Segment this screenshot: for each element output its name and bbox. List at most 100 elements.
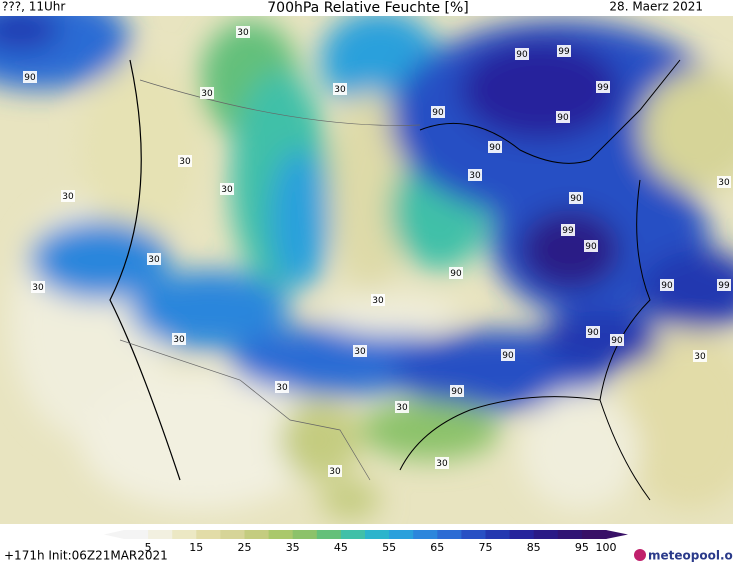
- contour-label: 30: [436, 459, 448, 469]
- contour-label: 90: [661, 281, 673, 291]
- contour-label: 30: [221, 185, 233, 195]
- contour-label: 30: [372, 296, 384, 306]
- colorbar-segment: [413, 530, 438, 539]
- contour-label: 30: [354, 347, 366, 357]
- colorbar-segment: [268, 530, 294, 539]
- border: [139, 79, 421, 126]
- colorbar-tick-label: 25: [238, 541, 252, 554]
- contour-label-box: [501, 349, 515, 361]
- colorbar-tick-label: 85: [527, 541, 541, 554]
- colorbar-segment: [220, 530, 245, 539]
- colorbar-segment: [389, 530, 414, 539]
- contour-label-box: [172, 333, 186, 345]
- colorbar-tick-label: 35: [286, 541, 300, 554]
- logo-icon: [634, 549, 646, 561]
- colorbar-segment: [244, 530, 270, 539]
- colorbar-segment: [148, 530, 173, 539]
- contour-label: 30: [173, 335, 185, 345]
- contour-label: 30: [201, 89, 213, 99]
- logo: meteopool.org: [648, 549, 733, 563]
- contour-label-box: [556, 111, 570, 123]
- contour-label-box: [435, 457, 449, 469]
- header-right: 28. Maerz 2021: [609, 0, 703, 14]
- colorbar-tick-label: 15: [189, 541, 203, 554]
- contour-label-box: [717, 279, 731, 291]
- contour-label-box: [660, 279, 674, 291]
- colorbar-tick-label: 45: [334, 541, 348, 554]
- colorbar-arrow: [104, 530, 124, 539]
- contour-label-box: [431, 106, 445, 118]
- contour-label-box: [584, 240, 598, 252]
- contour-label-box: [717, 176, 731, 188]
- contour-label-box: [450, 385, 464, 397]
- colorbar-tick-label: 55: [382, 541, 396, 554]
- contour-label-box: [328, 465, 342, 477]
- contour-label-box: [178, 155, 192, 167]
- coastline: [419, 59, 681, 164]
- colorbar-tick-label: 100: [596, 541, 617, 554]
- colorbar-segment: [172, 530, 197, 539]
- header-left: ???, 11Uhr: [2, 0, 65, 14]
- colorbar-segment: [340, 530, 366, 539]
- contour-label: 99: [718, 281, 730, 291]
- colorbar-segment: [196, 530, 221, 539]
- contour-label-box: [353, 345, 367, 357]
- contour-label: 30: [329, 467, 341, 477]
- contour-label-box: [333, 83, 347, 95]
- contour-label-box: [557, 45, 571, 57]
- contour-label: 99: [558, 47, 570, 57]
- contour-label: 90: [557, 113, 569, 123]
- colorbar-segment: [437, 530, 462, 539]
- colorbar-tick-label: 5: [145, 541, 152, 554]
- contour-label: 30: [718, 178, 730, 188]
- contour-label: 90: [502, 351, 514, 361]
- contour-label-box: [236, 26, 250, 38]
- contour-label-box: [596, 81, 610, 93]
- colorbar-tick-label: 95: [575, 541, 589, 554]
- contour-label-box: [371, 294, 385, 306]
- contour-label-box: [220, 183, 234, 195]
- colorbar-segment: [292, 530, 318, 539]
- colorbar-segment: [485, 530, 511, 539]
- contour-label: 90: [24, 73, 36, 83]
- colorbar-segment: [124, 530, 149, 539]
- humidity-field: [0, 16, 733, 524]
- contour-label: 99: [597, 83, 609, 93]
- contour-label: 30: [62, 192, 74, 202]
- colorbar-segment: [461, 530, 486, 539]
- contour-label-box: [515, 48, 529, 60]
- contour-label: 30: [276, 383, 288, 393]
- contour-label-box: [200, 87, 214, 99]
- contour-label: 90: [516, 50, 528, 60]
- border: [119, 339, 371, 481]
- contour-label-box: [147, 253, 161, 265]
- contour-label: 30: [237, 28, 249, 38]
- contour-label-box: [693, 350, 707, 362]
- coastline: [109, 59, 181, 481]
- contour-label: 90: [432, 108, 444, 118]
- contour-label: 90: [570, 194, 582, 204]
- contour-label: 30: [396, 403, 408, 413]
- contour-label-box: [275, 381, 289, 393]
- contour-label: 99: [562, 226, 574, 236]
- colorbar-segment: [581, 530, 607, 539]
- contour-label: 90: [611, 336, 623, 346]
- colorbar-segment: [316, 530, 342, 539]
- colorbar-segment: [533, 530, 559, 539]
- contour-label-box: [468, 169, 482, 181]
- contour-label-box: [61, 190, 75, 202]
- contour-label: 90: [489, 143, 501, 153]
- colorbar-tick-label: 65: [430, 541, 444, 554]
- contour-label-box: [610, 334, 624, 346]
- contour-label: 30: [694, 352, 706, 362]
- contour-label: 30: [334, 85, 346, 95]
- colorbar-segment: [509, 530, 535, 539]
- contour-label-box: [488, 141, 502, 153]
- contour-label-box: [449, 267, 463, 279]
- contour-label-box: [31, 281, 45, 293]
- contour-label: 90: [585, 242, 597, 252]
- contour-label: 90: [587, 328, 599, 338]
- contour-label: 90: [451, 387, 463, 397]
- contour-label-box: [569, 192, 583, 204]
- contour-label: 90: [450, 269, 462, 279]
